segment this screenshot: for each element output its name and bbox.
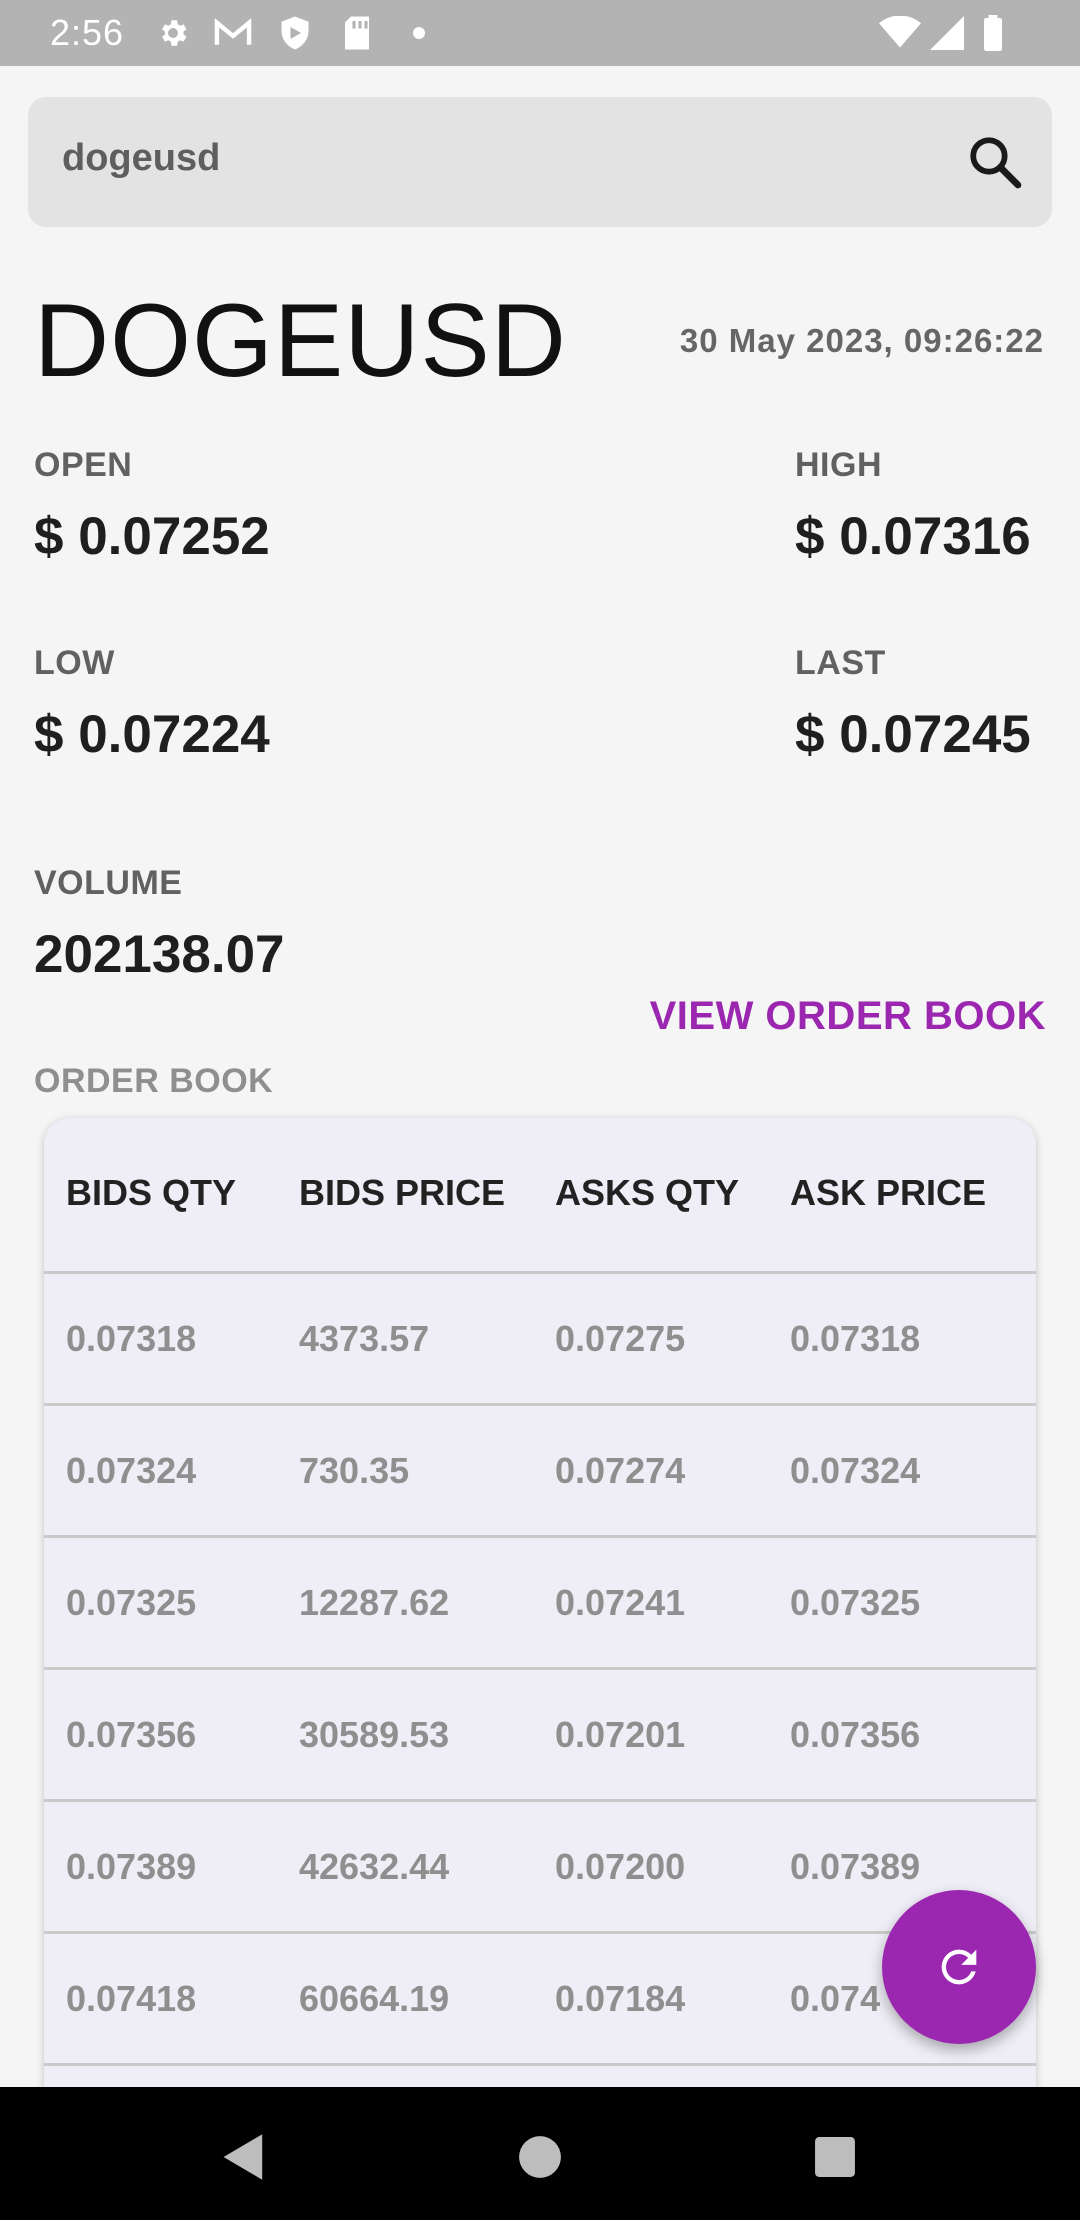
cell-ask-price: 0.07324: [790, 1450, 921, 1491]
status-bar: 2:56: [0, 0, 1080, 66]
open-label: OPEN: [34, 446, 133, 484]
cell-asks-qty: 0.07274: [555, 1450, 686, 1491]
volume-value: 202138.07: [34, 925, 285, 984]
high-label: HIGH: [795, 446, 882, 484]
header-bids-qty: BIDS QTY: [66, 1172, 237, 1213]
view-order-book-button[interactable]: VIEW ORDER BOOK: [649, 994, 1046, 1038]
cell-bids-qty: 0.07418: [66, 1978, 197, 2019]
dot-icon: [400, 14, 438, 52]
table-row: 0.07389 42632.44 0.07200 0.07389: [44, 1802, 1036, 1934]
low-label: LOW: [34, 644, 115, 682]
last-label: LAST: [795, 644, 886, 682]
header-bids-price: BIDS PRICE: [299, 1172, 506, 1213]
cell-asks-qty: 0.07241: [555, 1582, 686, 1623]
cell-asks-qty: 0.07200: [555, 1846, 686, 1887]
search-bar[interactable]: dogeusd: [28, 97, 1052, 227]
settings-icon: [154, 14, 192, 52]
signal-icon: [928, 14, 966, 52]
cell-ask-price: 0.07318: [790, 1318, 921, 1359]
recents-icon[interactable]: [805, 2127, 865, 2187]
ticker-timestamp: 30 May 2023, 09:26:22: [679, 322, 1044, 359]
cell-bids-qty: 0.07324: [66, 1450, 197, 1491]
status-time: 2:56: [50, 12, 125, 53]
table-row: 0.07324 730.35 0.07274 0.07324: [44, 1406, 1036, 1538]
cell-bids-price: 42632.44: [299, 1846, 450, 1887]
search-input[interactable]: dogeusd: [62, 137, 221, 179]
shield-icon: [276, 14, 314, 52]
ticker-symbol: DOGEUSD: [34, 283, 567, 399]
table-row: 0.07318 4373.57 0.07275 0.07318: [44, 1274, 1036, 1406]
order-book-label: ORDER BOOK: [34, 1062, 274, 1100]
cell-ask-price: 0.07389: [790, 1846, 921, 1887]
search-icon[interactable]: [966, 133, 1024, 191]
cell-ask-price: 0.074: [790, 1978, 881, 2019]
high-value: $ 0.07316: [795, 507, 1031, 566]
cell-asks-qty: 0.07275: [555, 1318, 686, 1359]
low-value: $ 0.07224: [34, 705, 270, 764]
cell-bids-qty: 0.07356: [66, 1714, 197, 1755]
table-row: 0.07418 60664.19 0.07184 0.074: [44, 1934, 1036, 2066]
cell-bids-qty: 0.07389: [66, 1846, 197, 1887]
open-value: $ 0.07252: [34, 507, 270, 566]
table-header: BIDS QTY BIDS PRICE ASKS QTY ASK PRICE: [44, 1118, 1036, 1274]
volume-label: VOLUME: [34, 864, 183, 902]
cell-bids-qty: 0.07318: [66, 1318, 197, 1359]
back-icon[interactable]: [214, 2127, 274, 2187]
battery-icon: [974, 14, 1012, 52]
cell-bids-price: 60664.19: [299, 1978, 450, 2019]
refresh-icon: [933, 1941, 985, 1993]
last-value: $ 0.07245: [795, 705, 1031, 764]
wifi-icon: [878, 14, 922, 52]
home-icon[interactable]: [510, 2127, 570, 2187]
cell-ask-price: 0.07356: [790, 1714, 921, 1755]
table-row: 0.07356 30589.53 0.07201 0.07356: [44, 1670, 1036, 1802]
sd-card-icon: [338, 14, 376, 52]
cell-asks-qty: 0.07201: [555, 1714, 686, 1755]
header-asks-qty: ASKS QTY: [555, 1172, 740, 1213]
cell-bids-price: 730.35: [299, 1450, 410, 1491]
order-book-table[interactable]: BIDS QTY BIDS PRICE ASKS QTY ASK PRICE 0…: [44, 1118, 1036, 2220]
cell-bids-qty: 0.07325: [66, 1582, 197, 1623]
gmail-icon: [214, 14, 252, 52]
navigation-bar: [0, 2087, 1080, 2220]
cell-ask-price: 0.07325: [790, 1582, 921, 1623]
header-ask-price: ASK PRICE: [790, 1172, 987, 1213]
cell-asks-qty: 0.07184: [555, 1978, 686, 2019]
cell-bids-price: 4373.57: [299, 1318, 430, 1359]
table-row: 0.07325 12287.62 0.07241 0.07325: [44, 1538, 1036, 1670]
cell-bids-price: 30589.53: [299, 1714, 450, 1755]
cell-bids-price: 12287.62: [299, 1582, 450, 1623]
refresh-button[interactable]: [882, 1890, 1036, 2044]
